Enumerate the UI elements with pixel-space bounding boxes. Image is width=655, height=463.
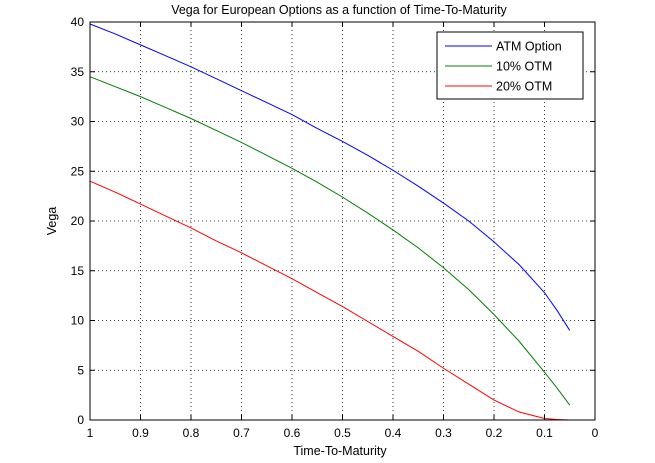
y-axis-tick-labels: 0 5 10 15 20 25 30 35 40 — [71, 15, 85, 427]
series-line-3 — [89, 180, 570, 421]
legend-entry-1: ATM Option — [496, 40, 562, 54]
chart-title: Vega for European Options as a function … — [171, 3, 507, 17]
y-tick-label: 15 — [71, 264, 85, 278]
series-line-1 — [89, 23, 571, 331]
x-tick-label: 0.3 — [435, 426, 452, 440]
y-tick-label: 5 — [77, 363, 84, 377]
x-axis-tick-labels: 1 0.9 0.8 0.7 0.6 0.5 0.4 0.3 0.2 0.1 0 — [87, 426, 599, 440]
x-tick-label: 1 — [87, 426, 94, 440]
x-tick-label: 0.4 — [385, 426, 402, 440]
legend: ATM Option 10% OTM 20% OTM — [436, 31, 584, 100]
y-tick-label: 40 — [71, 15, 85, 29]
x-tick-label: 0.1 — [536, 426, 553, 440]
x-tick-label: 0.2 — [486, 426, 503, 440]
legend-entry-2: 10% OTM — [496, 60, 552, 74]
x-tick-label: 0.7 — [233, 426, 250, 440]
x-tick-label: 0.9 — [132, 426, 149, 440]
y-tick-label: 0 — [77, 413, 84, 427]
y-tick-label: 10 — [71, 314, 85, 328]
legend-entry-3: 20% OTM — [496, 80, 552, 94]
y-tick-label: 20 — [71, 214, 85, 228]
y-tick-label: 30 — [71, 115, 85, 129]
x-tick-label: 0 — [592, 426, 599, 440]
axis-ticks — [89, 21, 596, 421]
series-line-2 — [89, 76, 571, 406]
series-lines — [89, 23, 571, 421]
y-tick-label: 35 — [71, 65, 85, 79]
x-axis-label: Time-To-Maturity — [293, 444, 387, 458]
y-tick-label: 25 — [71, 164, 85, 178]
x-tick-label: 0.6 — [284, 426, 301, 440]
x-tick-label: 0.8 — [183, 426, 200, 440]
y-axis-label: Vega — [45, 207, 59, 236]
x-tick-label: 0.5 — [334, 426, 351, 440]
